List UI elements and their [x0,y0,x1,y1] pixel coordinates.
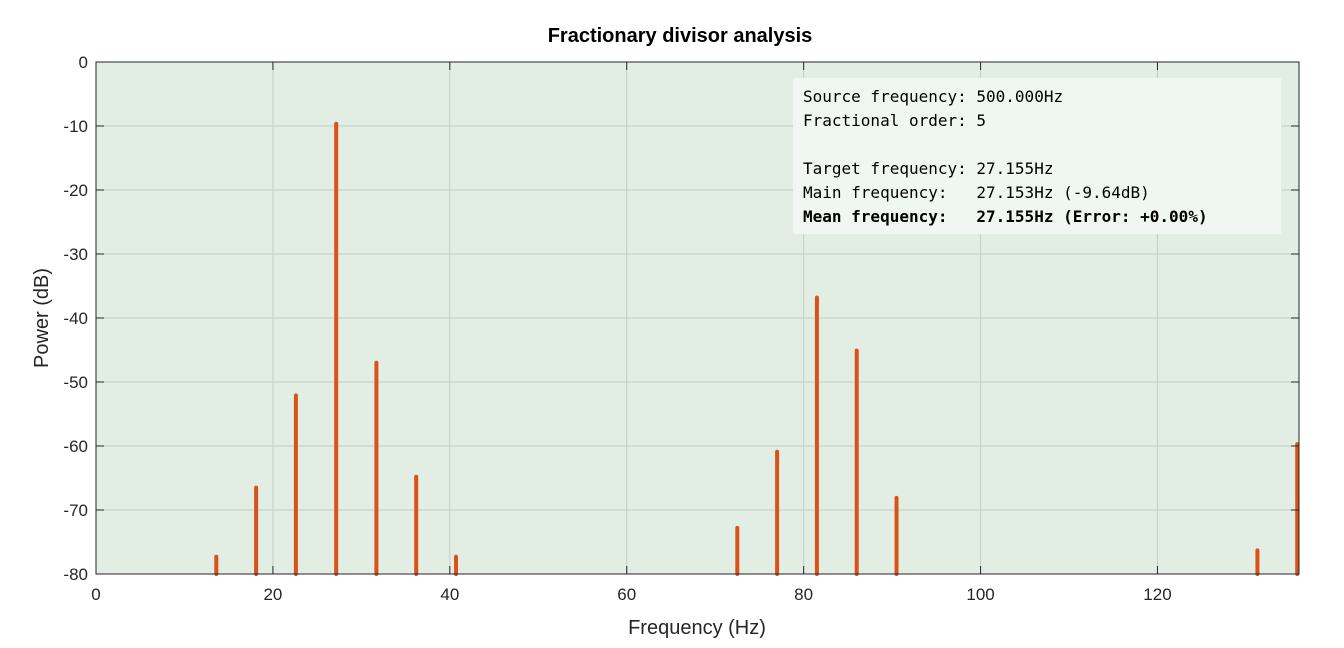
x-tick-label: 80 [794,585,813,604]
info-line: Fractional order: 5 [803,111,986,130]
y-axis-label: Power (dB) [31,268,53,368]
y-tick-label: -70 [63,501,88,520]
info-line: Main frequency: 27.153Hz (-9.64dB) [803,183,1150,202]
y-tick-label: -40 [63,309,88,328]
info-line: Target frequency: 27.155Hz [803,159,1053,178]
info-line: Source frequency: 500.000Hz [803,87,1063,106]
x-tick-label: 100 [966,585,994,604]
stem-series [214,121,1300,576]
chart-title: Fractionary divisor analysis [548,25,813,47]
x-tick-label: 40 [440,585,459,604]
y-tick-label: -30 [63,245,88,264]
y-tick-label: -20 [63,181,88,200]
y-axis-ticks: 0 -10 -20 -30 -40 -50 -60 -70 -80 [63,53,1299,584]
y-tick-label: -60 [63,437,88,456]
y-tick-label: 0 [79,53,88,72]
x-tick-label: 60 [617,585,636,604]
x-axis-ticks: 0 20 40 60 80 100 120 [91,62,1172,604]
y-tick-label: -10 [63,117,88,136]
x-tick-label: 120 [1143,585,1171,604]
y-tick-label: -50 [63,373,88,392]
info-box-background [793,78,1281,234]
x-tick-label: 20 [263,585,282,604]
x-tick-label: 0 [91,585,100,604]
info-line: Mean frequency: 27.155Hz (Error: +0.00%) [803,207,1208,226]
info-box: Source frequency: 500.000Hz Fractional or… [793,78,1281,234]
x-axis-label: Frequency (Hz) [628,617,766,639]
y-tick-label: -80 [63,565,88,584]
